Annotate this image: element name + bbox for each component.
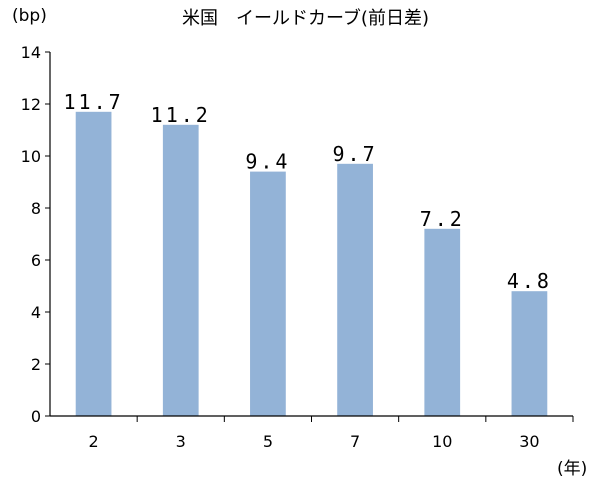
y-tick-label: 12 [21,95,41,114]
bar [511,291,548,416]
data-label: 9.4 [245,150,290,174]
data-label: 9.7 [333,142,378,166]
bar [337,163,373,416]
y-axis-unit: (bp) [12,6,47,26]
data-label: 7.2 [420,207,465,231]
x-tick-label: 7 [350,432,360,451]
x-tick-label: 10 [432,432,452,451]
data-label: 4.8 [507,269,552,293]
y-tick-label: 6 [31,251,41,270]
y-tick-label: 14 [21,43,41,62]
y-tick-label: 10 [21,147,41,166]
data-label: 11.2 [151,103,211,127]
y-tick-label: 2 [31,355,41,374]
data-label: 11.7 [63,90,123,114]
bar [162,124,199,417]
x-tick-label: 5 [263,432,273,451]
x-tick-label: 30 [519,432,539,451]
chart-title: 米国 イールドカーブ(前日差) [182,8,429,29]
y-tick-label: 4 [31,303,41,322]
bar [250,171,286,416]
x-axis-unit: (年) [557,459,588,479]
y-tick-label: 0 [31,407,41,426]
bar [424,228,461,416]
x-tick-label: 3 [176,432,186,451]
x-tick-label: 2 [88,432,98,451]
bar [75,111,112,417]
y-tick-label: 8 [31,199,41,218]
